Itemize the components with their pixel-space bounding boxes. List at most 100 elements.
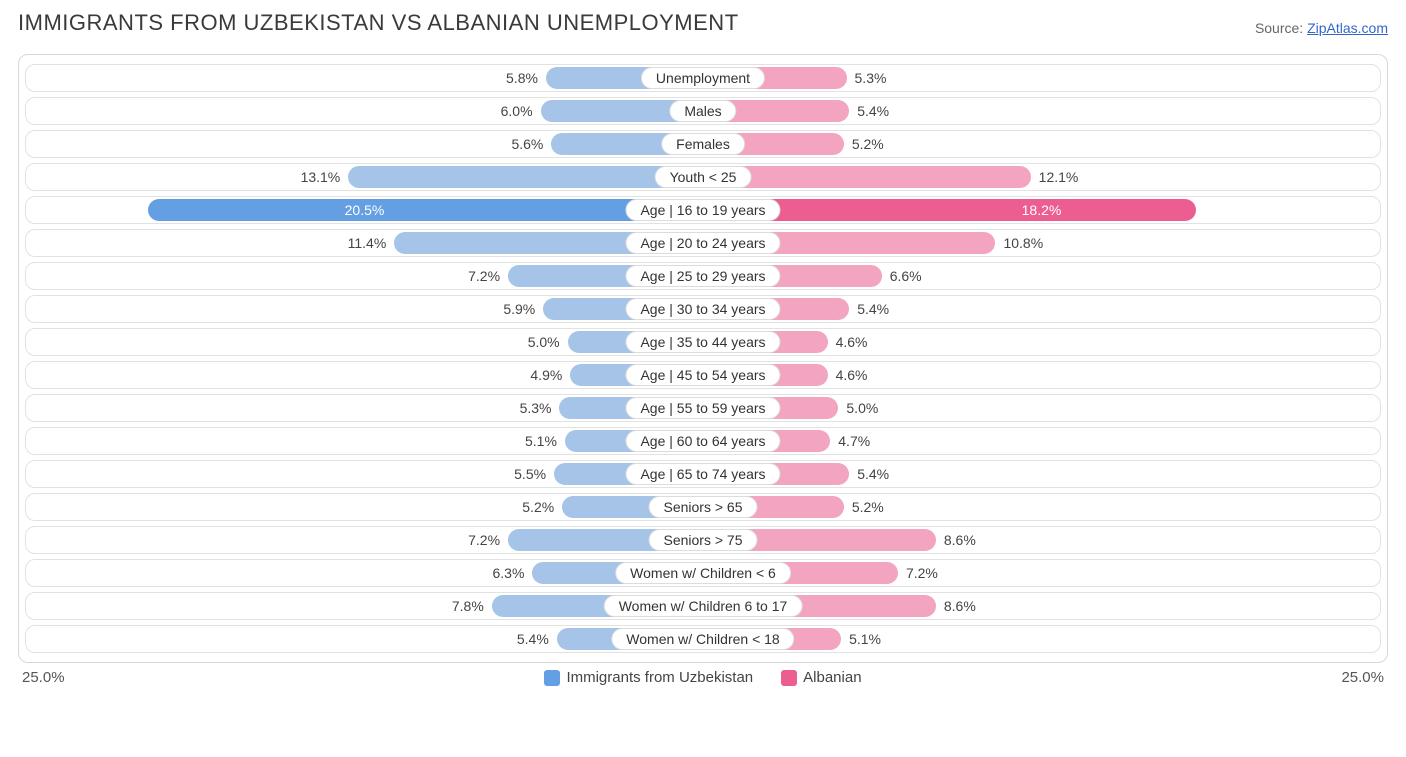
chart-row: 5.1%4.7%Age | 60 to 64 years [25, 427, 1381, 455]
row-half-left: 5.6% [26, 131, 703, 157]
value-label-left: 5.5% [514, 466, 546, 482]
bar-left [348, 166, 703, 188]
row-half-left: 13.1% [26, 164, 703, 190]
row-half-right: 5.4% [703, 461, 1380, 487]
value-label-right: 5.4% [857, 103, 889, 119]
row-half-left: 6.3% [26, 560, 703, 586]
value-label-right: 5.4% [857, 301, 889, 317]
row-half-left: 5.4% [26, 626, 703, 652]
row-half-right: 5.4% [703, 296, 1380, 322]
legend-swatch-left [544, 670, 560, 686]
category-label: Youth < 25 [655, 166, 752, 188]
value-label-left: 11.4% [348, 235, 387, 251]
row-half-right: 12.1% [703, 164, 1380, 190]
value-label-right: 6.6% [890, 268, 922, 284]
row-half-left: 20.5% [26, 197, 703, 223]
chart-row: 5.6% 5.2% Females [25, 130, 1381, 158]
legend-swatch-right [781, 670, 797, 686]
category-label: Age | 30 to 34 years [625, 298, 780, 320]
value-label-left: 5.2% [522, 499, 554, 515]
row-half-right: 5.4% [703, 98, 1380, 124]
value-label-right: 5.0% [846, 400, 878, 416]
category-label: Seniors > 65 [649, 496, 758, 518]
chart-container: IMMIGRANTS FROM UZBEKISTAN VS ALBANIAN U… [0, 0, 1406, 694]
row-half-left: 5.5% [26, 461, 703, 487]
chart-row: 5.5% 5.4% Age | 65 to 74 years [25, 460, 1381, 488]
row-half-left: 5.3% [26, 395, 703, 421]
value-label-right: 7.2% [906, 565, 938, 581]
category-label: Age | 45 to 54 years [625, 364, 780, 386]
chart-footer: 25.0% Immigrants from Uzbekistan Albania… [18, 669, 1388, 686]
chart-row: 5.4% 5.1%Women w/ Children < 18 [25, 625, 1381, 653]
value-label-left: 5.0% [528, 334, 560, 350]
chart-row: 6.0% 5.4% Males [25, 97, 1381, 125]
category-label: Age | 35 to 44 years [625, 331, 780, 353]
row-half-right: 4.6% [703, 329, 1380, 355]
value-label-right: 4.6% [836, 367, 868, 383]
value-label-left: 7.2% [468, 268, 500, 284]
row-half-left: 5.1% [26, 428, 703, 454]
row-half-left: 7.2% [26, 527, 703, 553]
value-label-left: 7.8% [452, 598, 484, 614]
value-label-right: 12.1% [1039, 169, 1079, 185]
value-label-left: 6.3% [492, 565, 524, 581]
legend-item-left: Immigrants from Uzbekistan [544, 669, 753, 686]
category-label: Males [669, 100, 736, 122]
chart-row: 20.5%18.2%Age | 16 to 19 years [25, 196, 1381, 224]
row-half-right: 5.2% [703, 131, 1380, 157]
value-label-right: 5.2% [852, 136, 884, 152]
category-label: Age | 55 to 59 years [625, 397, 780, 419]
row-half-left: 5.0% [26, 329, 703, 355]
chart-row: 5.0% 4.6% Age | 35 to 44 years [25, 328, 1381, 356]
source-link[interactable]: ZipAtlas.com [1307, 20, 1388, 36]
category-label: Unemployment [641, 67, 765, 89]
chart-row: 7.8% 8.6% Women w/ Children 6 to 17 [25, 592, 1381, 620]
row-half-right: 8.6% [703, 527, 1380, 553]
category-label: Women w/ Children < 18 [611, 628, 794, 650]
value-label-left: 6.0% [501, 103, 533, 119]
category-label: Women w/ Children 6 to 17 [604, 595, 803, 617]
row-half-right: 4.6% [703, 362, 1380, 388]
value-label-left: 5.3% [520, 400, 552, 416]
value-label-right: 8.6% [944, 532, 976, 548]
row-half-right: 5.0% [703, 395, 1380, 421]
row-half-right: 8.6% [703, 593, 1380, 619]
chart-row: 5.3% 5.0% Age | 55 to 59 years [25, 394, 1381, 422]
row-half-left: 11.4% [26, 230, 703, 256]
chart-row: 7.2% 6.6% Age | 25 to 29 years [25, 262, 1381, 290]
bar-right [703, 166, 1031, 188]
scale-left: 25.0% [22, 669, 65, 686]
category-label: Age | 65 to 74 years [625, 463, 780, 485]
row-half-right: 10.8% [703, 230, 1380, 256]
chart-row: 5.2% 5.2% Seniors > 65 [25, 493, 1381, 521]
chart-row: 6.3%7.2%Women w/ Children < 6 [25, 559, 1381, 587]
row-half-right: 18.2% [703, 197, 1380, 223]
legend: Immigrants from Uzbekistan Albanian [544, 669, 861, 686]
row-half-right: 5.2% [703, 494, 1380, 520]
chart-row: 5.9% 5.4% Age | 30 to 34 years [25, 295, 1381, 323]
value-label-left: 5.4% [517, 631, 549, 647]
value-label-right: 4.6% [836, 334, 868, 350]
row-half-right: 7.2% [703, 560, 1380, 586]
value-label-right: 5.4% [857, 466, 889, 482]
chart-row: 7.2%8.6%Seniors > 75 [25, 526, 1381, 554]
chart-row: 4.9%4.6%Age | 45 to 54 years [25, 361, 1381, 389]
row-half-right: 5.3% [703, 65, 1380, 91]
row-half-right: 6.6% [703, 263, 1380, 289]
row-half-right: 5.1% [703, 626, 1380, 652]
category-label: Age | 16 to 19 years [625, 199, 780, 221]
value-label-left: 5.6% [511, 136, 543, 152]
value-label-left: 13.1% [301, 169, 341, 185]
value-label-right: 8.6% [944, 598, 976, 614]
value-label-left: 5.8% [506, 70, 538, 86]
value-label-right: 5.2% [852, 499, 884, 515]
category-label: Females [661, 133, 745, 155]
chart-title: IMMIGRANTS FROM UZBEKISTAN VS ALBANIAN U… [18, 10, 739, 36]
row-half-left: 5.8% [26, 65, 703, 91]
row-half-left: 5.9% [26, 296, 703, 322]
category-label: Age | 20 to 24 years [625, 232, 780, 254]
category-label: Age | 25 to 29 years [625, 265, 780, 287]
row-half-right: 4.7% [703, 428, 1380, 454]
legend-item-right: Albanian [781, 669, 861, 686]
value-label-left: 5.1% [525, 433, 557, 449]
